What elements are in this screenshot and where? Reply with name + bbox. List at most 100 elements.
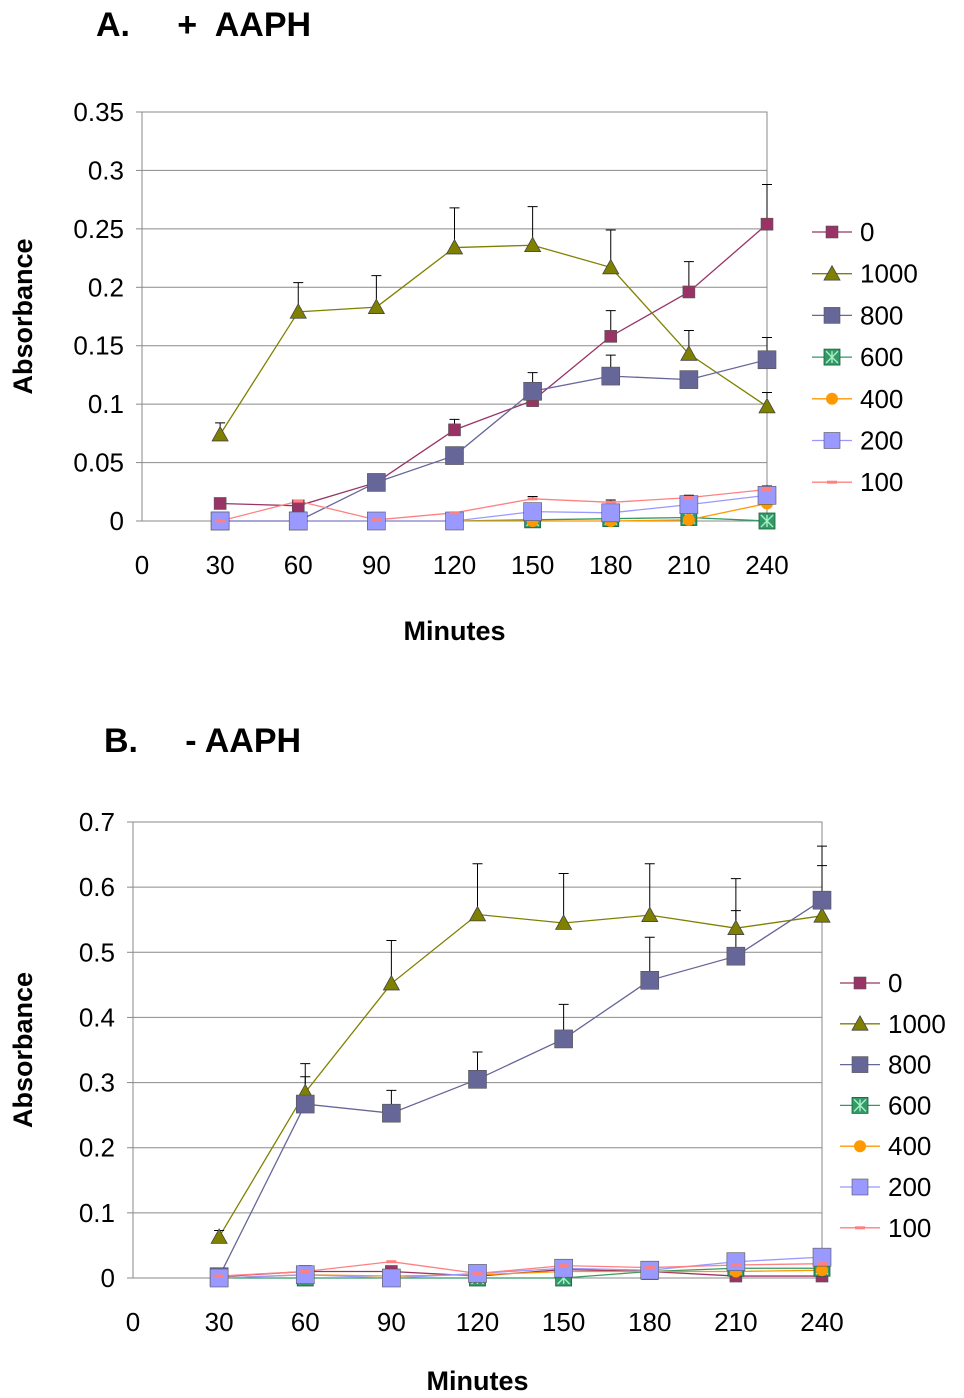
chart-b-series-line-800: [218, 899, 823, 1277]
chart-b-legend-item-1000: 1000: [840, 1009, 946, 1039]
chart-a-point-100: [683, 496, 694, 500]
chart-a-point-1000: [680, 345, 698, 361]
chart-b-point-100-shape: [558, 1264, 569, 1268]
chart-a-error-bar-0: [762, 183, 772, 225]
chart-b-point-1000-shape: [468, 905, 487, 922]
chart-b-y-tick-label: 0.6: [79, 872, 115, 902]
chart-a-point-1000: [445, 238, 464, 255]
chart-b-legend-marker-shape: [853, 976, 867, 990]
chart-a-point-0-shape: [604, 330, 618, 343]
chart-b-point-1000: [554, 914, 573, 930]
chart-b-y-tick-label: 0.3: [79, 1068, 115, 1098]
chart-a-point-100-shape: [527, 497, 538, 501]
chart-b-series-line-1000: [218, 913, 823, 1238]
chart-a-point-800-shape: [445, 446, 464, 465]
chart-a-point-1000: [211, 425, 229, 442]
chart-b-point-200: [209, 1268, 229, 1288]
chart-a-legend-marker: [827, 480, 837, 484]
chart-a-legend-marker: [823, 348, 841, 366]
chart-a-series-line-800: [220, 359, 768, 522]
chart-a-legend-item-600: 600: [812, 342, 903, 372]
chart-b-point-800: [468, 1070, 487, 1089]
chart-b-legend-marker: [851, 1056, 869, 1073]
chart-a-point-0-shape: [682, 285, 696, 299]
chart-a-point-800-shape: [367, 473, 386, 492]
chart-a-point-1000-shape: [602, 258, 620, 275]
chart-a-point-1000-shape: [367, 298, 386, 314]
chart-b-point-100-shape: [644, 1266, 655, 1270]
chart-b-point-1000: [727, 919, 745, 935]
chart-a-point-1000-shape: [211, 425, 229, 442]
chart-a-x-tick-label: 30: [206, 550, 235, 580]
chart-a-y-tick-label: 0: [110, 506, 124, 536]
chart-a-legend-label: 400: [860, 384, 903, 414]
chart-b-legend-item-200: 200: [840, 1172, 931, 1202]
chart-a-series-line-0: [220, 223, 768, 507]
chart-a-x-tick-label: 60: [284, 550, 313, 580]
chart-a-point-400: [682, 513, 695, 526]
chart-b-point-200-shape: [209, 1268, 229, 1288]
chart-a-y-tick-label: 0.05: [73, 448, 124, 478]
chart-b-legend-marker: [855, 1226, 865, 1230]
chart-b-point-100: [300, 1269, 311, 1273]
chart-b-legend-marker: [854, 1140, 866, 1153]
chart-b-legend-item-0: 0: [840, 968, 902, 998]
chart-a-point-100-shape: [605, 500, 616, 504]
chart-b-point-100: [644, 1266, 655, 1270]
chart-b-legend-marker-shape: [851, 1014, 869, 1031]
chart-a-point-800-shape: [757, 350, 777, 370]
chart-a-point-200: [288, 511, 308, 531]
chart-a-x-tick-label: 0: [135, 550, 149, 580]
chart-b-legend-marker: [851, 1014, 869, 1031]
chart-panel-b: 0 0.1 0.2 0.3 0.4 0.5 0.6 0.7 0 30 60 90 120 150 180 21…: [0, 700, 964, 1398]
chart-b-legend-marker-shape: [851, 1056, 869, 1073]
chart-b-y-tick-label: 0.2: [79, 1133, 115, 1163]
chart-b-point-800: [295, 1094, 315, 1114]
chart-a-point-800: [601, 366, 621, 386]
chart-a-point-0: [682, 285, 696, 299]
chart-b-legend-label: 0: [888, 968, 902, 998]
chart-a-point-100: [762, 487, 772, 491]
chart-a-x-tick-label: 120: [433, 550, 476, 580]
chart-b-point-200: [295, 1265, 315, 1285]
chart-a-point-200: [445, 511, 464, 531]
chart-b-point-1000-shape: [382, 974, 401, 991]
chart-b-point-100: [730, 1263, 741, 1267]
chart-a-legend-label: 200: [860, 426, 903, 456]
chart-b-point-100: [386, 1260, 397, 1264]
chart-b-x-tick-label: 180: [628, 1307, 671, 1337]
chart-a-point-100-shape: [449, 511, 460, 515]
chart-a-point-1000: [758, 397, 776, 414]
chart-b-point-200: [640, 1260, 660, 1280]
chart-a-point-200: [601, 503, 621, 523]
chart-a-point-1000-shape: [680, 345, 698, 361]
chart-b-point-400: [816, 1264, 828, 1277]
chart-a-x-tick-label: 210: [667, 550, 710, 580]
chart-b-legend-marker: [851, 1096, 869, 1114]
chart-a-point-1000: [367, 298, 386, 314]
chart-a-x-tick-label: 240: [745, 550, 788, 580]
chart-b-legend-marker-shape: [851, 1178, 869, 1196]
chart-b-point-800: [640, 970, 660, 990]
chart-b-point-800-shape: [295, 1094, 315, 1114]
chart-b-point-200-shape: [554, 1258, 573, 1278]
chart-a-point-0-shape: [760, 217, 774, 231]
chart-b-x-tick-label: 60: [291, 1307, 320, 1337]
chart-a-point-100-shape: [293, 499, 304, 503]
chart-a-point-100: [449, 511, 460, 515]
chart-b-point-100: [214, 1274, 225, 1278]
chart-b-point-1000-shape: [210, 1228, 228, 1244]
chart-b-point-1000: [468, 905, 487, 922]
chart-a-point-800: [445, 446, 464, 465]
chart-b-point-800-shape: [726, 946, 746, 966]
chart-b-svg: 0 0.1 0.2 0.3 0.4 0.5 0.6 0.7 0 30 60 90 120 150 180 21…: [8, 807, 946, 1396]
chart-a-point-200-shape: [288, 511, 308, 531]
chart-a-series-line-1000: [219, 244, 768, 435]
chart-a-point-100: [371, 518, 382, 522]
chart-b-legend-marker-shape: [855, 1226, 865, 1230]
chart-b-legend-marker: [851, 1178, 869, 1196]
chart-a-y-tick-label: 0.15: [73, 331, 124, 361]
chart-b-y-axis-title: Absorbance: [8, 972, 38, 1128]
chart-a-point-800: [679, 370, 699, 389]
chart-a-y-tick-label: 0.1: [88, 389, 124, 419]
